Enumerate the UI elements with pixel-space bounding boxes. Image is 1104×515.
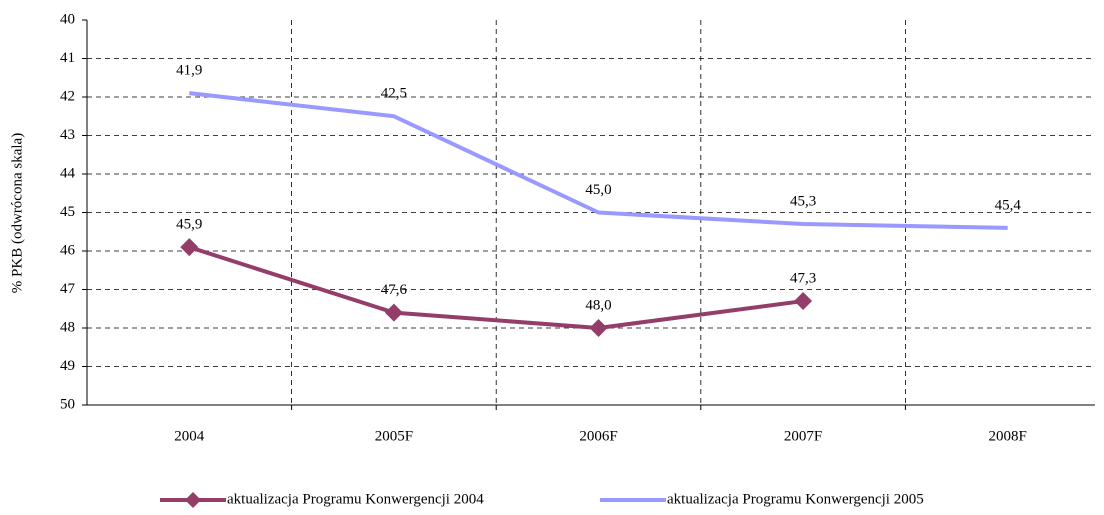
data-label: 47,3: [790, 270, 816, 286]
x-tick-label: 2007F: [784, 428, 822, 444]
series-line: [188, 245, 804, 330]
legend-label: aktualizacja Programu Konwergencji 2005: [667, 491, 924, 507]
data-point: [180, 238, 199, 257]
data-label: 48,0: [585, 297, 611, 313]
data-label: 47,6: [381, 282, 408, 298]
data-point: [384, 303, 403, 322]
data-label: 45,3: [790, 193, 816, 209]
y-tick-label: 44: [60, 165, 76, 181]
y-tick-label: 49: [60, 358, 75, 374]
y-tick-label: 48: [60, 319, 75, 335]
series-line: [189, 91, 1008, 230]
y-tick-label: 47: [60, 281, 76, 297]
y-axis-label: % PKB (odwrócona skala): [9, 133, 25, 293]
y-tick-label: 50: [60, 396, 75, 412]
data-label: 45,9: [176, 217, 202, 233]
x-tick-label: 2008F: [989, 428, 1027, 444]
y-tick-label: 45: [60, 204, 75, 220]
data-point: [794, 292, 813, 311]
x-tick-label: 2004: [174, 428, 205, 444]
y-tick-label: 46: [60, 242, 76, 258]
data-point: [589, 319, 608, 337]
data-label: 45,4: [995, 197, 1022, 213]
y-tick-label: 40: [60, 11, 75, 27]
legend-label: aktualizacja Programu Konwergencji 2004: [227, 491, 484, 507]
y-tick-label: 41: [60, 50, 75, 66]
y-tick-label: 42: [60, 88, 75, 104]
y-tick-label: 43: [60, 127, 75, 143]
data-label: 45,0: [585, 182, 611, 198]
legend-marker: [185, 492, 201, 508]
x-tick-label: 2005F: [375, 428, 413, 444]
x-tick-label: 2006F: [579, 428, 617, 444]
data-label: 42,5: [381, 86, 407, 102]
data-label: 41,9: [176, 63, 202, 79]
